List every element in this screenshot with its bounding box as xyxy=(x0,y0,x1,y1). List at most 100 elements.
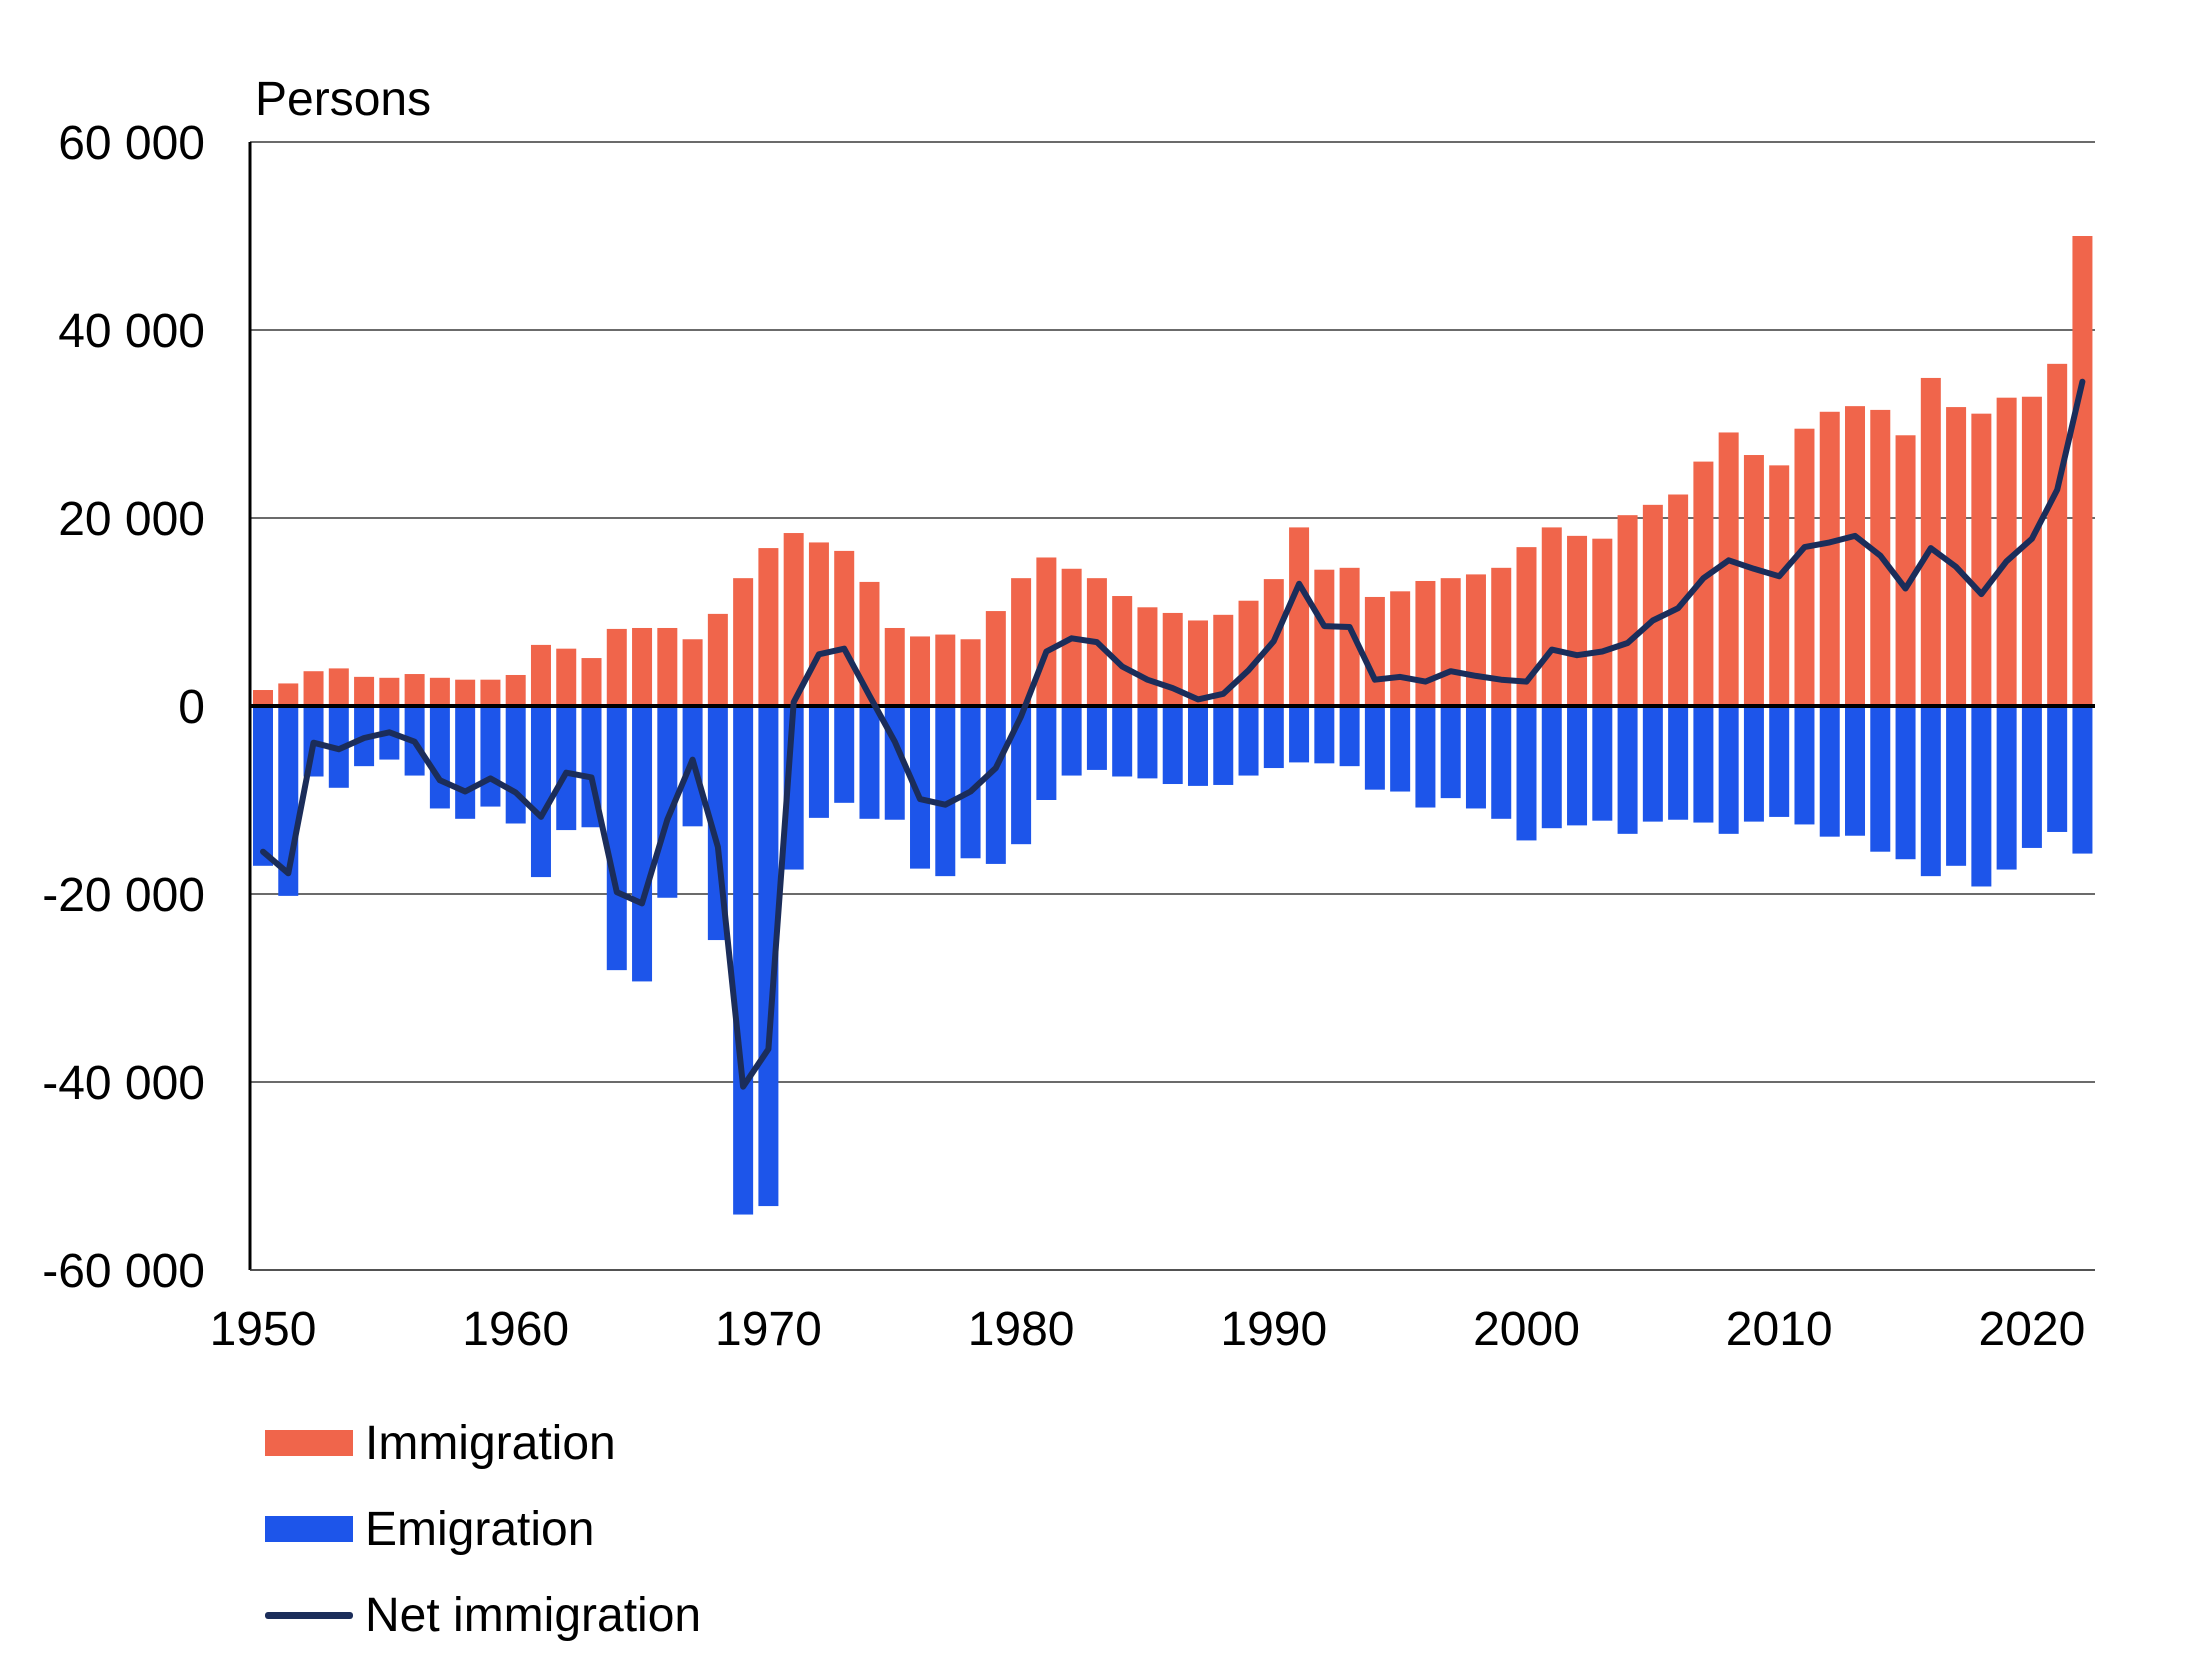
immigration-bar xyxy=(253,690,273,706)
immigration-bar xyxy=(556,648,577,706)
net-immigration-line xyxy=(260,378,2086,1090)
immigration-bar xyxy=(707,613,728,706)
immigration-bar xyxy=(1996,397,2017,706)
emigration-bar xyxy=(1238,706,1259,776)
emigration-bar xyxy=(253,706,273,866)
x-tick-label: 2010 xyxy=(1726,1303,1833,1356)
emigration-bar xyxy=(935,706,956,877)
immigration-bar xyxy=(1668,494,1689,706)
emigration-bar xyxy=(1845,706,1866,836)
x-tick-label: 1990 xyxy=(1220,1303,1327,1356)
immigration-bar xyxy=(1112,596,1133,706)
emigration-bar xyxy=(429,706,450,809)
immigration-bar xyxy=(278,683,299,706)
y-tick-label: 40 000 xyxy=(58,305,205,358)
y-tick-label: 60 000 xyxy=(58,117,205,170)
immigration-bar xyxy=(1769,465,1790,706)
emigration-bar xyxy=(1263,706,1284,769)
immigration-bar xyxy=(834,550,855,706)
immigration-bar xyxy=(429,677,450,706)
y-tick-label: 0 xyxy=(178,681,205,734)
emigration-bar xyxy=(1516,706,1537,841)
legend-item-immigration: Immigration xyxy=(265,1400,701,1486)
legend-item-net-immigration: Net immigration xyxy=(265,1572,701,1658)
emigration-bar xyxy=(1390,706,1411,792)
x-tick-labels: 1950 1960 1970 1980 1990 2000 2010 2020 xyxy=(210,1303,2086,1356)
emigration-bar xyxy=(505,706,526,824)
immigration-bar xyxy=(404,674,425,706)
immigration-bar xyxy=(606,628,627,706)
immigration-bar xyxy=(581,658,602,706)
y-axis-label: Persons xyxy=(255,73,431,126)
immigration-bar xyxy=(1213,614,1234,706)
y-tick-label: -20 000 xyxy=(42,869,205,922)
net-line-layer xyxy=(260,378,2086,1090)
immigration-bar xyxy=(1794,428,1815,706)
emigration-bar xyxy=(1794,706,1815,825)
immigration-bar xyxy=(1390,591,1411,706)
emigration-bar xyxy=(1617,706,1638,834)
immigration-bar xyxy=(1819,411,1840,706)
emigration-bar xyxy=(1137,706,1158,779)
immigration-bar xyxy=(1339,567,1360,706)
immigration-bar xyxy=(808,542,829,706)
emigration-bar xyxy=(1946,706,1967,866)
immigration-bar xyxy=(1516,547,1537,706)
legend: Immigration Emigration Net immigration xyxy=(265,1400,701,1658)
emigration-bar xyxy=(859,706,880,819)
emigration-bar xyxy=(2047,706,2068,832)
legend-swatch-net-immigration xyxy=(265,1611,353,1619)
immigration-bar xyxy=(910,636,931,706)
emigration-bar xyxy=(1162,706,1183,785)
immigration-bar xyxy=(1718,432,1739,706)
emigration-bar xyxy=(1693,706,1714,823)
emigration-bar xyxy=(1541,706,1562,829)
immigration-bar xyxy=(2072,236,2093,706)
emigration-bar xyxy=(2021,706,2042,848)
emigration-bar xyxy=(1895,706,1916,860)
emigration-bar xyxy=(480,706,501,807)
emigration-bar xyxy=(1364,706,1385,790)
immigration-bar xyxy=(354,676,375,706)
emigration-bar xyxy=(530,706,551,878)
emigration-bar xyxy=(1465,706,1486,809)
emigration-bar xyxy=(1339,706,1360,767)
immigration-bar xyxy=(2021,396,2042,706)
emigration-bar xyxy=(1213,706,1234,785)
immigration-bar xyxy=(1187,620,1208,706)
axes xyxy=(248,142,2095,1271)
legend-swatch-emigration xyxy=(265,1516,353,1542)
legend-label-immigration: Immigration xyxy=(365,1416,616,1470)
immigration-bar xyxy=(1946,407,1967,706)
emigration-bar xyxy=(758,706,779,1207)
emigration-bar xyxy=(1440,706,1461,799)
immigration-bar xyxy=(783,533,804,706)
emigration-bar xyxy=(834,706,855,803)
immigration-bar xyxy=(1617,515,1638,706)
emigration-bar xyxy=(910,706,931,869)
immigration-bar xyxy=(632,627,653,706)
legend-swatch-immigration xyxy=(265,1430,353,1456)
emigration-bar xyxy=(1491,706,1512,819)
immigration-bar xyxy=(1137,607,1158,706)
emigration-bar xyxy=(1187,706,1208,786)
x-tick-label: 2000 xyxy=(1473,1303,1580,1356)
legend-label-emigration: Emigration xyxy=(365,1502,595,1556)
immigration-bar xyxy=(1011,578,1032,706)
legend-label-net-immigration: Net immigration xyxy=(365,1588,702,1642)
immigration-bar xyxy=(682,639,703,706)
emigration-bar xyxy=(556,706,577,831)
x-tick-label: 1960 xyxy=(462,1303,569,1356)
immigration-bar xyxy=(1567,535,1588,706)
emigration-bar xyxy=(455,706,476,819)
emigration-bar xyxy=(1112,706,1133,777)
immigration-bar xyxy=(1440,578,1461,706)
immigration-bar xyxy=(505,674,526,706)
emigration-bar xyxy=(985,706,1006,864)
emigration-bar xyxy=(632,706,653,982)
emigration-bar xyxy=(1314,706,1335,764)
bars xyxy=(253,236,2093,1215)
emigration-bar xyxy=(1718,706,1739,834)
immigration-bar xyxy=(1162,612,1183,706)
emigration-bar xyxy=(1011,706,1032,845)
